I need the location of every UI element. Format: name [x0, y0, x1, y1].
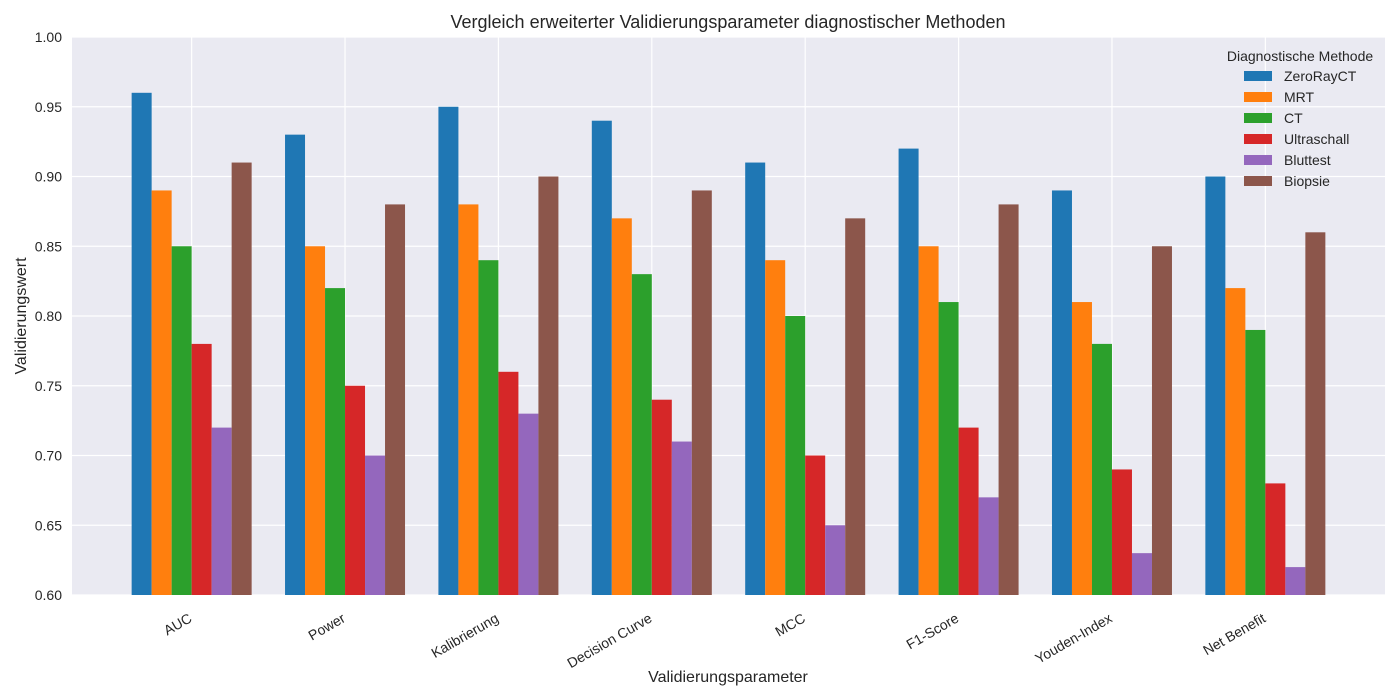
bar-zerorayct-kalibrierung — [438, 106, 459, 595]
y-tick-label: 0.75 — [35, 378, 62, 394]
y-tick-label: 0.70 — [35, 448, 62, 464]
chart-title: Vergleich erweiterter Validierungsparame… — [451, 12, 1006, 32]
x-tick-label: Net Benefit — [1200, 610, 1268, 659]
bar-ct-net-benefit — [1245, 329, 1266, 595]
x-tick-label: F1-Score — [903, 610, 961, 653]
bar-ultraschall-f1-score — [958, 427, 979, 595]
bar-mrt-auc — [151, 190, 172, 595]
legend-label: Ultraschall — [1284, 131, 1349, 147]
y-tick-label: 0.85 — [35, 238, 62, 254]
x-ticks: AUC Power Kalibrierung Decision Curve MCC F1-… — [161, 610, 1268, 671]
x-tick-label: Youden-Index — [1032, 610, 1114, 667]
bar-ct-decision-curve — [631, 274, 652, 595]
y-tick-label: 0.90 — [35, 169, 62, 185]
bar-bluttest-net-benefit — [1285, 567, 1306, 595]
bar-biopsie-auc — [231, 162, 252, 596]
bar-zerorayct-net-benefit — [1205, 176, 1226, 595]
bar-bluttest-decision-curve — [671, 441, 692, 595]
y-tick-label: 0.80 — [35, 308, 62, 324]
bar-ct-youden-index — [1091, 343, 1112, 595]
x-tick-label: Power — [305, 610, 348, 644]
legend-swatch — [1244, 92, 1272, 102]
bar-bluttest-f1-score — [978, 497, 999, 595]
bar-bluttest-mcc — [825, 525, 846, 595]
bar-ultraschall-mcc — [805, 455, 826, 595]
bar-ct-f1-score — [938, 302, 959, 595]
bar-bluttest-youden-index — [1131, 553, 1152, 595]
y-ticks: 0.60 0.65 0.70 0.75 0.80 0.85 0.90 0.95 1.00 — [35, 29, 62, 603]
bar-biopsie-power — [385, 204, 406, 595]
bar-zerorayct-f1-score — [898, 148, 919, 595]
bar-mrt-f1-score — [918, 246, 939, 595]
bar-bluttest-auc — [211, 427, 232, 595]
legend-title: Diagnostische Methode — [1227, 48, 1374, 64]
bar-biopsie-net-benefit — [1305, 232, 1326, 596]
bar-zerorayct-youden-index — [1051, 190, 1072, 595]
bar-mrt-youden-index — [1071, 302, 1092, 595]
bar-ultraschall-kalibrierung — [498, 371, 519, 595]
bar-ct-power — [325, 288, 346, 595]
bar-mrt-mcc — [765, 260, 786, 595]
legend-swatch — [1244, 176, 1272, 186]
bar-ct-auc — [171, 246, 192, 595]
x-axis-label: Validierungsparameter — [648, 669, 808, 686]
bar-bluttest-kalibrierung — [518, 413, 539, 595]
bar-zerorayct-auc — [131, 92, 152, 596]
bar-ultraschall-auc — [191, 343, 212, 595]
legend-swatch — [1244, 134, 1272, 144]
bar-biopsie-youden-index — [1151, 246, 1172, 595]
bar-biopsie-decision-curve — [691, 190, 712, 595]
legend-swatch — [1244, 71, 1272, 81]
legend-label: MRT — [1284, 89, 1315, 105]
bar-mrt-power — [305, 246, 326, 595]
bar-biopsie-mcc — [845, 218, 866, 595]
bar-ultraschall-net-benefit — [1265, 483, 1286, 595]
bars — [131, 92, 1326, 596]
legend-label: Biopsie — [1284, 173, 1330, 189]
bar-ultraschall-decision-curve — [651, 399, 672, 595]
legend-label: CT — [1284, 110, 1303, 126]
legend-swatch — [1244, 155, 1272, 165]
x-tick-label: MCC — [772, 610, 808, 640]
legend-swatch — [1244, 113, 1272, 123]
bar-ct-mcc — [785, 316, 806, 595]
bar-zerorayct-mcc — [745, 162, 766, 596]
y-tick-label: 1.00 — [35, 29, 62, 45]
bar-ultraschall-power — [345, 385, 366, 595]
x-tick-label: Decision Curve — [564, 610, 654, 671]
x-tick-label: AUC — [161, 610, 195, 639]
y-tick-label: 0.65 — [35, 517, 62, 533]
bar-zerorayct-decision-curve — [591, 120, 612, 595]
legend: Diagnostische Methode ZeroRayCT MRT CT Ultr… — [1227, 48, 1374, 189]
bar-mrt-decision-curve — [611, 218, 632, 595]
bar-ct-kalibrierung — [478, 260, 499, 595]
bar-bluttest-power — [365, 455, 386, 595]
bar-ultraschall-youden-index — [1111, 469, 1132, 595]
bar-mrt-net-benefit — [1225, 288, 1246, 595]
y-tick-label: 0.95 — [35, 99, 62, 115]
bar-biopsie-kalibrierung — [538, 176, 559, 595]
y-axis-label: Validierungswert — [13, 257, 30, 375]
legend-label: Bluttest — [1284, 152, 1331, 168]
y-tick-label: 0.60 — [35, 587, 62, 603]
x-tick-label: Kalibrierung — [428, 610, 501, 661]
bar-zerorayct-power — [285, 134, 306, 595]
bar-mrt-kalibrierung — [458, 204, 479, 595]
bar-biopsie-f1-score — [998, 204, 1019, 595]
legend-label: ZeroRayCT — [1284, 68, 1357, 84]
